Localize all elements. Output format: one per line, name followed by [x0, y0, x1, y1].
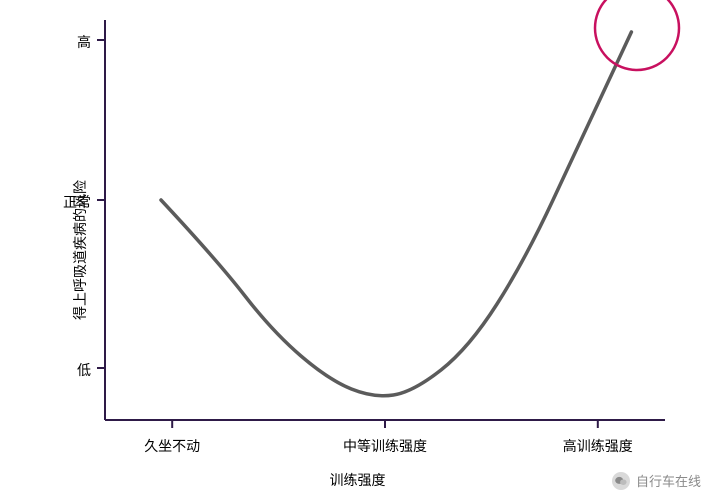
chart-svg: [0, 0, 715, 504]
x-tick-label: 中等训练强度: [343, 436, 427, 456]
chart-container: 得上呼吸道疾病的风险 训练强度 高正常低久坐不动中等训练强度高训练强度 自行车在…: [0, 0, 715, 504]
watermark-text: 自行车在线: [636, 471, 701, 490]
wechat-icon: [612, 472, 630, 490]
y-tick-label: 低: [77, 360, 91, 380]
x-tick-label: 高训练强度: [563, 436, 633, 456]
highlight-circle: [595, 0, 679, 70]
risk-curve: [161, 32, 631, 396]
watermark: 自行车在线: [612, 471, 701, 490]
y-tick-label: 高: [77, 32, 91, 52]
x-axis-title: 训练强度: [330, 470, 386, 490]
y-tick-label: 正常: [63, 192, 91, 212]
x-tick-label: 久坐不动: [144, 436, 200, 456]
